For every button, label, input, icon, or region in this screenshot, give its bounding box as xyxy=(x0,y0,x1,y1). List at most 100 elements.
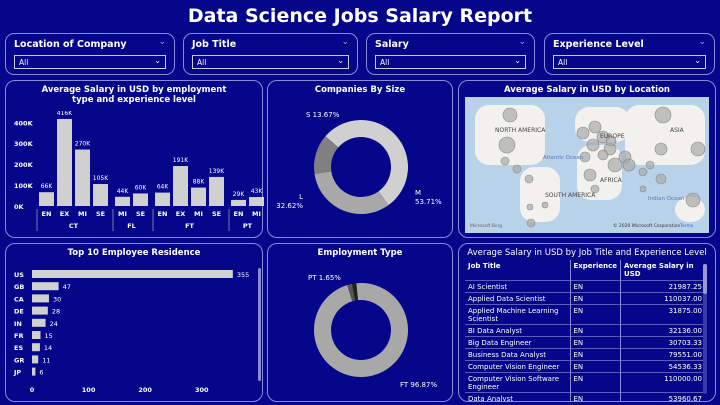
table-cell: 21987.25 xyxy=(620,280,705,293)
bar xyxy=(57,118,72,206)
data-label: 139K xyxy=(209,168,225,175)
data-label: 416K xyxy=(57,111,73,117)
chevron-down-icon: ⌄ xyxy=(154,56,161,65)
table-row: Applied Data Scientist EN 110037.00 xyxy=(465,292,705,305)
data-label: 105K xyxy=(93,175,109,182)
group-label: PT xyxy=(243,222,253,230)
chevron-down-icon[interactable]: ⌄ xyxy=(341,37,349,47)
chart-title: Top 10 Employee Residence xyxy=(67,248,201,258)
bar xyxy=(32,282,59,291)
salary-bubble xyxy=(588,120,602,134)
bar xyxy=(249,197,264,206)
bar xyxy=(32,355,39,364)
filter-label: Job Title xyxy=(192,39,237,50)
table-cell: EN xyxy=(569,292,621,305)
data-label: 11 xyxy=(42,356,50,364)
chart-title: Companies By Size xyxy=(314,85,406,95)
salary-bubble xyxy=(685,192,701,208)
data-label: 270K xyxy=(75,141,91,148)
table-cell: Applied Data Scientist xyxy=(465,292,570,305)
table-cell: EN xyxy=(569,392,621,401)
column-header[interactable]: Experience xyxy=(569,260,621,281)
data-label: 355 xyxy=(237,271,249,279)
salary-bubble xyxy=(654,106,672,124)
y-tick: FR xyxy=(14,332,23,340)
table-cell: AI Scientist xyxy=(465,280,570,293)
bar xyxy=(173,166,188,206)
employment-type-chart: Employment Type FT 96.87% PT 1.65% xyxy=(267,243,453,402)
salary-bubble xyxy=(583,168,597,182)
job-title-table: Job Title Experience Average Salary in USD… xyxy=(465,260,705,401)
filter-dropdown[interactable]: All ⌄ xyxy=(14,55,166,69)
salary-bubble xyxy=(586,138,600,152)
table-cell: EN xyxy=(569,372,621,393)
table-cell: 31875.00 xyxy=(620,304,705,325)
table-row: Business Data Analyst EN 79551.00 xyxy=(465,348,705,361)
chevron-down-icon[interactable]: ⌄ xyxy=(698,37,706,47)
x-tick: EN xyxy=(42,210,52,218)
salary-bubble xyxy=(502,107,518,123)
table-cell: Big Data Engineer xyxy=(465,336,570,349)
bar xyxy=(32,270,233,278)
x-tick: EX xyxy=(60,210,69,218)
x-tick: EN xyxy=(158,210,168,218)
column-header[interactable]: Average Salary in USD xyxy=(620,260,705,281)
table-cell: BI Data Analyst xyxy=(465,324,570,337)
map-label: Atlantic Ocean xyxy=(543,155,584,161)
filter-label: Salary xyxy=(375,39,409,50)
table-row: Big Data Engineer EN 30703.33 xyxy=(465,336,705,349)
map-attribution: © 2020 Microsoft Corporation xyxy=(613,222,680,229)
bar xyxy=(155,192,170,206)
table-scrollbar[interactable] xyxy=(703,264,707,394)
filter-dropdown[interactable]: All ⌄ xyxy=(375,55,526,69)
filter-label: Location of Company xyxy=(14,39,127,50)
salary-bubble xyxy=(622,158,636,172)
chart-title: Employment Type xyxy=(317,248,403,258)
table-row: BI Data Analyst EN 32136.00 xyxy=(465,324,705,337)
data-label: 43K xyxy=(251,188,264,195)
data-label: 14 xyxy=(44,344,52,352)
bar xyxy=(39,192,54,206)
slice-label: PT 1.65% xyxy=(308,274,341,282)
salary-bubble xyxy=(526,218,536,228)
group-label: CT xyxy=(69,222,79,230)
chevron-down-icon[interactable]: ⌄ xyxy=(158,37,166,47)
filter-1: Job Title ⌄ All ⌄ xyxy=(183,33,358,75)
bar xyxy=(191,187,206,206)
slice-label: FT 96.87% xyxy=(400,381,437,389)
donut-slice xyxy=(351,283,359,301)
x-tick: 300 xyxy=(195,386,209,394)
y-tick: GB xyxy=(14,283,24,291)
data-label: 88K xyxy=(193,179,206,186)
salary-bubble xyxy=(597,149,609,161)
table-row: Data Analyst EN 53960.67 xyxy=(465,392,705,401)
x-tick: SE xyxy=(96,210,105,218)
table-cell: Computer Vision Software Engineer xyxy=(465,372,570,393)
table-cell: 110000.00 xyxy=(620,372,705,393)
filter-dropdown[interactable]: All ⌄ xyxy=(192,55,349,69)
filter-value: All xyxy=(197,58,207,67)
column-header[interactable]: Job Title xyxy=(468,262,501,270)
x-tick: MI xyxy=(194,210,203,218)
terms-link[interactable]: Terms xyxy=(679,223,694,229)
data-label: 15 xyxy=(44,332,52,340)
data-label: 47 xyxy=(63,283,71,291)
filter-dropdown[interactable]: All ⌄ xyxy=(553,55,706,69)
chevron-down-icon[interactable]: ⌄ xyxy=(518,37,526,47)
salary-bubble xyxy=(579,151,591,163)
salary-bubble xyxy=(541,201,549,209)
map-label: ASIA xyxy=(670,127,685,134)
bar xyxy=(75,149,90,206)
data-label: 30 xyxy=(53,295,61,303)
group-label: FL xyxy=(127,222,136,230)
table-title: Average Salary in USD by Job Title and E… xyxy=(467,248,707,258)
table-cell: Business Data Analyst xyxy=(465,348,570,361)
filter-value: All xyxy=(19,58,29,67)
salary-bubble xyxy=(512,164,522,174)
salary-bubble xyxy=(654,142,668,156)
donut-slice xyxy=(314,136,339,174)
filter-value: All xyxy=(380,58,390,67)
map-label: NORTH AMERICA xyxy=(495,127,546,134)
bing-logo: Microsoft Bing xyxy=(470,223,502,229)
salary-bubble xyxy=(605,135,617,147)
